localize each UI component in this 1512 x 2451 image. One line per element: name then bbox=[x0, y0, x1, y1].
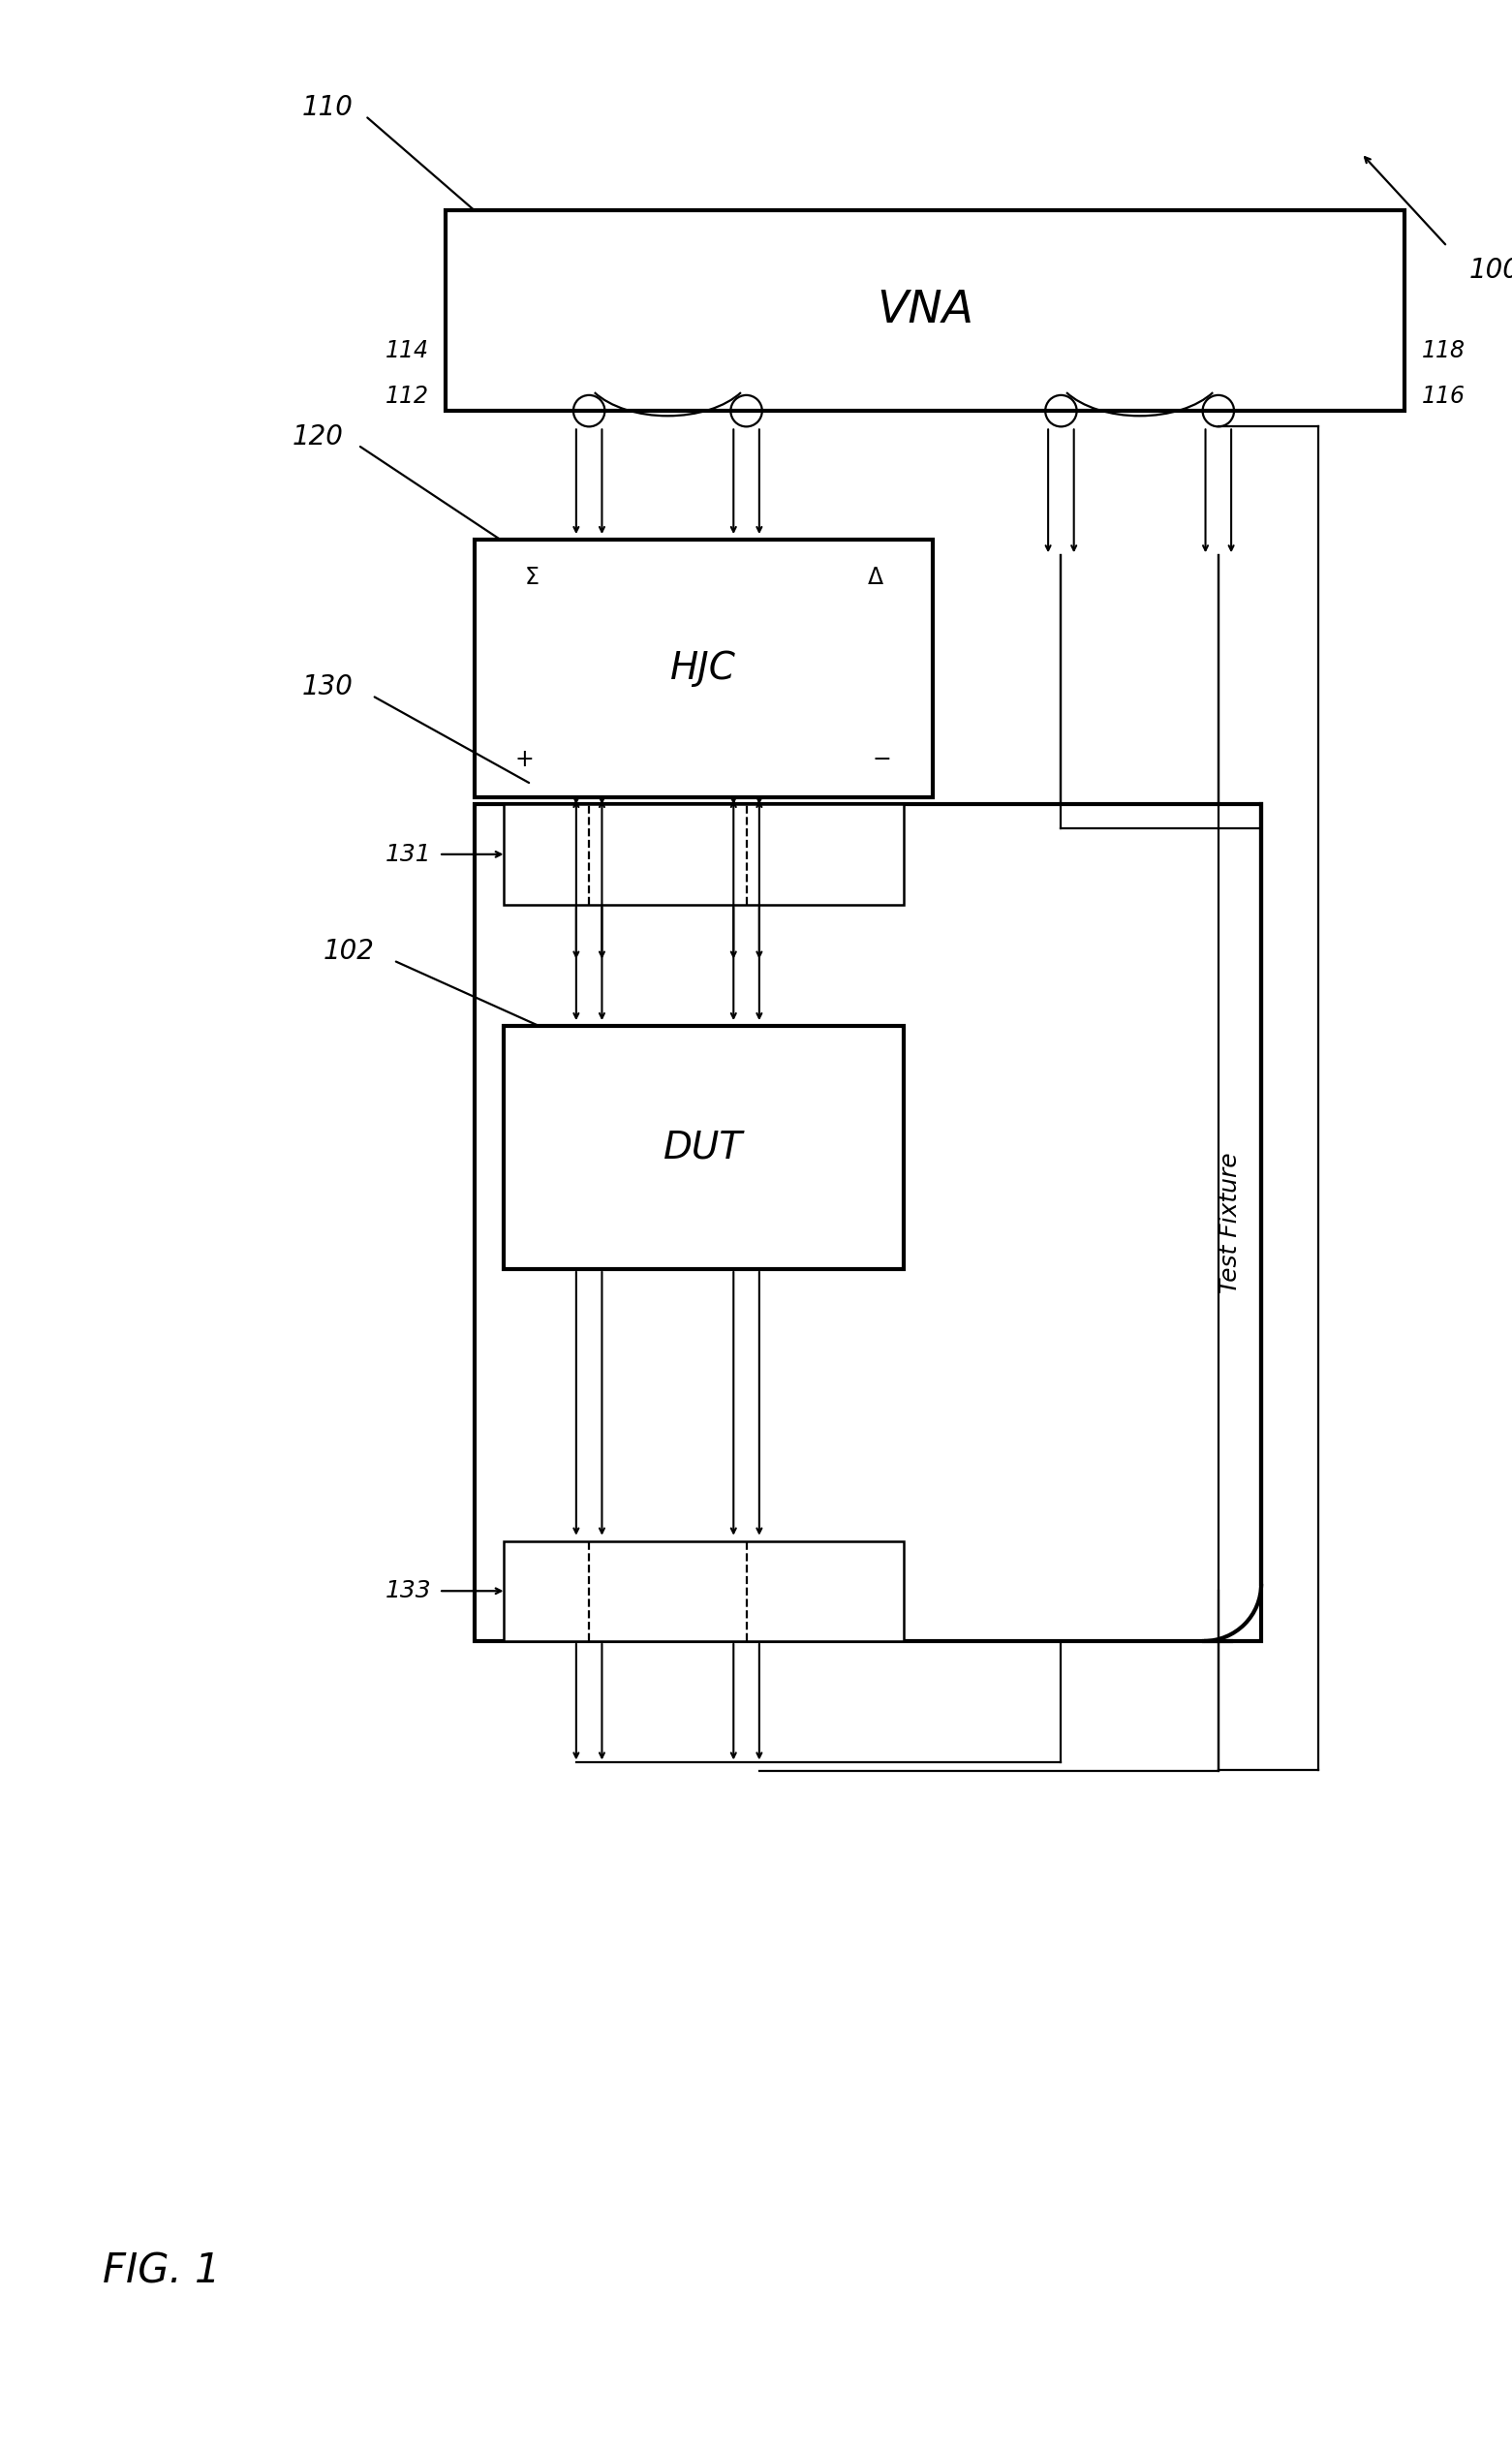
Text: 110: 110 bbox=[302, 93, 354, 120]
Text: +: + bbox=[516, 748, 534, 772]
Text: 100: 100 bbox=[1468, 257, 1512, 284]
Text: Test Fixture: Test Fixture bbox=[1219, 1152, 1241, 1294]
Text: 112: 112 bbox=[386, 385, 429, 407]
Text: 118: 118 bbox=[1421, 338, 1465, 363]
Text: −: − bbox=[872, 748, 892, 772]
Bar bbox=[446, 211, 1405, 412]
Text: Σ: Σ bbox=[525, 566, 540, 588]
Text: FIG. 1: FIG. 1 bbox=[103, 2250, 221, 2292]
Text: 131: 131 bbox=[386, 843, 432, 865]
Bar bbox=[475, 804, 1261, 1642]
Text: HJC: HJC bbox=[671, 650, 736, 686]
Bar bbox=[503, 1542, 904, 1642]
Text: DUT: DUT bbox=[664, 1130, 744, 1167]
Bar bbox=[503, 1027, 904, 1270]
Text: 130: 130 bbox=[302, 674, 354, 701]
Text: 114: 114 bbox=[386, 338, 429, 363]
Bar bbox=[503, 804, 904, 904]
Text: 133: 133 bbox=[386, 1578, 432, 1603]
Text: VNA: VNA bbox=[877, 289, 974, 333]
Text: Δ: Δ bbox=[868, 566, 883, 588]
Text: 102: 102 bbox=[324, 939, 375, 966]
Text: 120: 120 bbox=[292, 424, 343, 451]
Bar bbox=[475, 539, 933, 797]
Text: 116: 116 bbox=[1421, 385, 1465, 407]
